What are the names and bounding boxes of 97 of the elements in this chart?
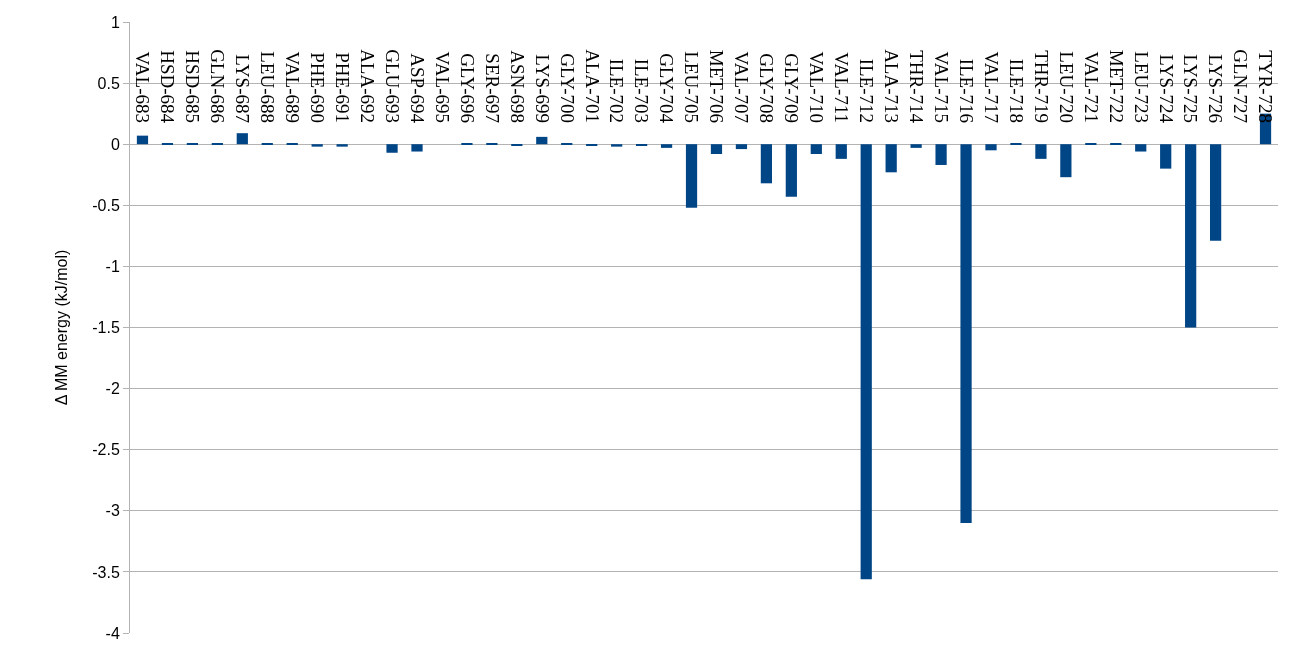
y-tick-label: 1 [110,13,120,31]
bar [785,144,797,197]
bar [760,144,773,184]
bar [1085,142,1097,145]
y-tick-label: -1 [105,258,120,275]
y-tick-label: -1.5 [92,319,120,337]
x-tick-label: ALA-692 [356,49,378,124]
bar [910,144,922,148]
bar [835,144,847,159]
x-tick-label: ALA-701 [581,49,603,124]
x-tick-label: VAL-707 [731,51,753,124]
y-tick-label: -0.5 [92,196,120,214]
bar [311,144,323,147]
x-tick-label: LEU-720 [1055,51,1077,124]
x-tick-label: GLY-708 [756,53,778,124]
x-tick-label: VAL-721 [1080,51,1102,124]
bar [660,144,673,148]
x-tick-label: LYS-724 [1155,54,1177,124]
x-tick-label: THR-719 [1030,50,1052,124]
bar [1035,144,1047,159]
bar [611,144,623,147]
x-tick-label: VAL-683 [132,51,154,124]
bar [286,142,298,145]
x-tick-label: PHE-690 [307,52,328,124]
bar [810,144,822,154]
bar [461,142,473,145]
x-tick-label: LYS-725 [1180,54,1202,124]
bar [336,144,348,147]
y-axis-title: Δ MM energy (kJ/mol) [53,249,71,406]
x-tick-label: HSD-685 [182,50,204,124]
bar [935,144,947,165]
bar [1010,142,1022,145]
bar [1209,144,1222,241]
y-tick-label: 0.5 [97,74,120,92]
bar [735,144,748,150]
x-tick-label: GLN-686 [207,49,229,124]
x-tick-label: GLY-696 [456,53,478,124]
y-tick-label: -2 [105,380,120,398]
x-tick-label: THR-714 [905,50,927,124]
x-tick-label: VAL-710 [806,51,828,124]
bar [161,142,174,145]
bar [985,144,997,151]
x-tick-label: LEU-705 [681,51,703,124]
x-tick-label: MET-706 [706,49,728,124]
x-tick-label: ILE-718 [1005,58,1027,124]
x-tick-label: ILE-703 [631,58,653,124]
bar [960,144,972,524]
x-tick-label: ALA-713 [880,49,902,124]
bar [860,144,872,580]
x-tick-label: ILE-712 [856,58,878,124]
bar [561,142,573,145]
x-tick-label: GLN-727 [1230,49,1252,124]
x-tick-label: VAL-689 [282,51,304,124]
x-tick-label: GLU-693 [381,49,403,124]
x-tick-label: GLY-700 [556,53,578,124]
x-tick-label: MET-722 [1105,49,1127,124]
bar [411,144,423,152]
y-tick-label: 0 [110,135,120,153]
bar [1160,144,1172,169]
x-tick-label: ILE-702 [606,58,628,124]
x-tick-label: LYS-687 [232,54,254,124]
x-tick-label: LYS-726 [1205,54,1227,124]
y-tick-label: -4 [105,624,120,642]
x-tick-label: VAL-711 [831,52,853,124]
bar [386,144,398,153]
x-tick-label: GLY-704 [656,53,678,124]
x-tick-label: ILE-716 [955,58,977,124]
bar [211,142,223,145]
x-tick-label: SER-697 [481,53,503,124]
x-tick-label: TYR-728 [1255,50,1277,124]
y-tick-label: -3.5 [92,563,120,581]
x-tick-label: ASP-694 [406,53,428,124]
bar [1060,144,1072,178]
bar [1110,142,1122,145]
bar [710,144,723,154]
x-tick-label: LEU-688 [257,51,279,124]
x-tick-label: GLY-709 [781,53,803,124]
x-tick-label: ASN-698 [506,50,528,124]
bar [136,135,149,145]
bar [236,133,248,145]
bar [885,144,897,173]
x-tick-label: VAL-695 [431,51,453,124]
bar [186,142,199,145]
bar [261,142,273,145]
x-tick-label: VAL-715 [930,51,952,124]
bar [685,144,698,208]
bar [486,142,498,145]
x-tick-label: HSD-684 [157,50,179,124]
x-tick-label: VAL-717 [980,51,1002,124]
bar [1135,144,1147,152]
y-tick-label: -2.5 [92,441,120,459]
x-tick-label: PHE-691 [331,52,353,124]
bar [536,136,548,145]
x-tick-label: LYS-699 [531,54,553,124]
bar [1185,144,1197,328]
y-tick-label: -3 [105,502,120,520]
x-tick-label: LEU-723 [1130,51,1152,124]
